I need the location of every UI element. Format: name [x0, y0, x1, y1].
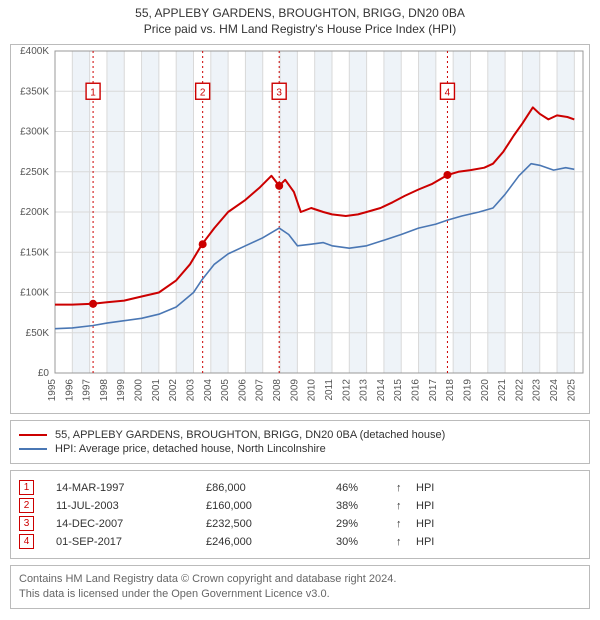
svg-text:2006: 2006	[237, 379, 248, 402]
footer-line-1: Contains HM Land Registry data © Crown c…	[19, 572, 581, 587]
svg-text:2009: 2009	[289, 379, 300, 402]
svg-text:£400K: £400K	[20, 46, 49, 57]
svg-text:1: 1	[90, 87, 96, 98]
svg-text:£50K: £50K	[26, 328, 50, 339]
transaction-pct: 46%	[336, 482, 396, 494]
transaction-vs-hpi: HPI	[416, 500, 581, 512]
transaction-row: 3 14-DEC-2007£232,50029%↑HPI	[19, 516, 581, 531]
transaction-marker: 1	[19, 480, 34, 495]
svg-text:£250K: £250K	[20, 167, 49, 178]
up-arrow-icon: ↑	[396, 536, 416, 548]
svg-text:2023: 2023	[532, 379, 543, 402]
svg-text:1996: 1996	[64, 379, 75, 402]
svg-text:2011: 2011	[324, 379, 335, 401]
svg-text:2024: 2024	[549, 379, 560, 402]
transaction-vs-hpi: HPI	[416, 482, 581, 494]
transaction-pct: 29%	[336, 518, 396, 530]
up-arrow-icon: ↑	[396, 518, 416, 530]
transaction-row: 1 14-MAR-1997£86,00046%↑HPI	[19, 480, 581, 495]
transaction-marker: 3	[19, 516, 34, 531]
transaction-vs-hpi: HPI	[416, 518, 581, 530]
svg-text:2001: 2001	[151, 379, 162, 402]
transaction-row: 2 11-JUL-2003£160,00038%↑HPI	[19, 498, 581, 513]
svg-text:2018: 2018	[445, 379, 456, 402]
svg-text:£350K: £350K	[20, 86, 49, 97]
svg-text:2015: 2015	[393, 379, 404, 402]
transaction-date: 11-JUL-2003	[56, 500, 206, 512]
svg-text:2019: 2019	[462, 379, 473, 402]
svg-text:£0: £0	[38, 368, 50, 379]
svg-text:2022: 2022	[514, 379, 525, 402]
svg-text:3: 3	[276, 87, 282, 98]
svg-text:2014: 2014	[376, 379, 387, 402]
svg-text:2003: 2003	[185, 379, 196, 402]
svg-text:2016: 2016	[411, 379, 422, 402]
svg-text:1999: 1999	[116, 379, 127, 402]
transaction-price: £232,500	[206, 518, 336, 530]
page-subtitle: Price paid vs. HM Land Registry's House …	[10, 22, 590, 36]
legend-swatch	[19, 448, 47, 450]
transaction-pct: 38%	[336, 500, 396, 512]
transaction-date: 14-DEC-2007	[56, 518, 206, 530]
transaction-marker: 2	[19, 498, 34, 513]
legend-item: HPI: Average price, detached house, Nort…	[19, 443, 581, 455]
transactions-table: 114-MAR-1997£86,00046%↑HPI211-JUL-2003£1…	[10, 470, 590, 559]
transaction-price: £160,000	[206, 500, 336, 512]
svg-text:2005: 2005	[220, 379, 231, 402]
up-arrow-icon: ↑	[396, 500, 416, 512]
svg-text:£300K: £300K	[20, 127, 49, 138]
page-title: 55, APPLEBY GARDENS, BROUGHTON, BRIGG, D…	[10, 6, 590, 20]
svg-text:2012: 2012	[341, 379, 352, 402]
price-chart: £0 £50K £100K £150K £200K £250K £300K £350K £400…	[10, 44, 590, 414]
transaction-vs-hpi: HPI	[416, 536, 581, 548]
up-arrow-icon: ↑	[396, 482, 416, 494]
legend-label: 55, APPLEBY GARDENS, BROUGHTON, BRIGG, D…	[55, 429, 445, 441]
transaction-row: 4 01-SEP-2017£246,00030%↑HPI	[19, 534, 581, 549]
transaction-marker: 4	[19, 534, 34, 549]
svg-text:2021: 2021	[497, 379, 508, 402]
svg-text:2025: 2025	[566, 379, 577, 402]
svg-text:2002: 2002	[168, 379, 179, 402]
svg-text:£200K: £200K	[20, 207, 49, 218]
svg-text:2020: 2020	[480, 379, 491, 402]
svg-text:2013: 2013	[359, 379, 370, 402]
svg-text:2017: 2017	[428, 379, 439, 402]
svg-text:2007: 2007	[255, 379, 266, 402]
svg-text:4: 4	[445, 87, 451, 98]
svg-text:1997: 1997	[82, 379, 93, 402]
svg-text:2008: 2008	[272, 379, 283, 402]
legend-item: 55, APPLEBY GARDENS, BROUGHTON, BRIGG, D…	[19, 429, 581, 441]
legend-label: HPI: Average price, detached house, Nort…	[55, 443, 326, 455]
svg-text:£100K: £100K	[20, 288, 49, 299]
legend-swatch	[19, 434, 47, 436]
transaction-pct: 30%	[336, 536, 396, 548]
footer-attribution: Contains HM Land Registry data © Crown c…	[10, 565, 590, 609]
svg-text:1998: 1998	[99, 379, 110, 402]
transaction-date: 14-MAR-1997	[56, 482, 206, 494]
legend: 55, APPLEBY GARDENS, BROUGHTON, BRIGG, D…	[10, 420, 590, 464]
svg-text:2000: 2000	[134, 379, 145, 402]
transaction-price: £246,000	[206, 536, 336, 548]
svg-text:£150K: £150K	[20, 247, 49, 258]
transaction-price: £86,000	[206, 482, 336, 494]
svg-text:2010: 2010	[307, 379, 318, 402]
svg-text:1995: 1995	[47, 379, 58, 402]
transaction-date: 01-SEP-2017	[56, 536, 206, 548]
svg-text:2004: 2004	[203, 379, 214, 402]
svg-text:2: 2	[200, 87, 206, 98]
footer-line-2: This data is licensed under the Open Gov…	[19, 587, 581, 602]
